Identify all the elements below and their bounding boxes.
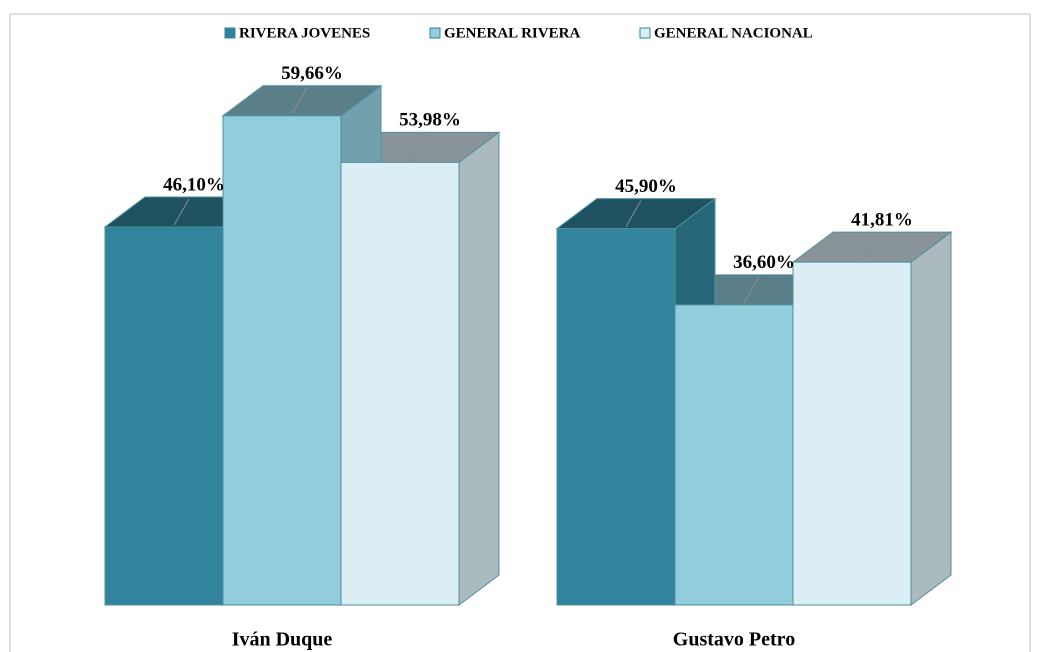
data-label: 53,98% — [399, 110, 461, 131]
x-tick-label: Gustavo Petro — [673, 629, 795, 651]
bar — [556, 228, 676, 606]
leader-line — [291, 87, 308, 115]
legend-swatch — [639, 27, 651, 39]
data-label: 36,60% — [733, 252, 795, 273]
legend-label: GENERAL NACIONAL — [654, 25, 813, 41]
leader-line — [743, 276, 760, 304]
leader-line — [861, 233, 878, 261]
bar-side — [458, 131, 500, 606]
leader-line — [625, 200, 642, 227]
legend-swatch — [429, 27, 441, 39]
legend-swatch — [224, 27, 236, 39]
bar — [674, 304, 794, 606]
bar — [104, 226, 224, 606]
legend-label: RIVERA JOVENES — [239, 25, 370, 41]
leader-line — [409, 134, 426, 161]
bar — [792, 261, 912, 606]
data-label: 59,66% — [281, 63, 343, 84]
bar — [340, 161, 460, 606]
leader-line — [173, 198, 190, 226]
x-tick-label: Iván Duque — [232, 629, 333, 651]
bar-side — [910, 231, 952, 606]
legend-label: GENERAL RIVERA — [444, 25, 580, 41]
data-label: 45,90% — [615, 176, 677, 197]
bar — [222, 115, 342, 606]
data-label: 46,10% — [163, 174, 225, 195]
data-label: 41,81% — [851, 210, 913, 231]
